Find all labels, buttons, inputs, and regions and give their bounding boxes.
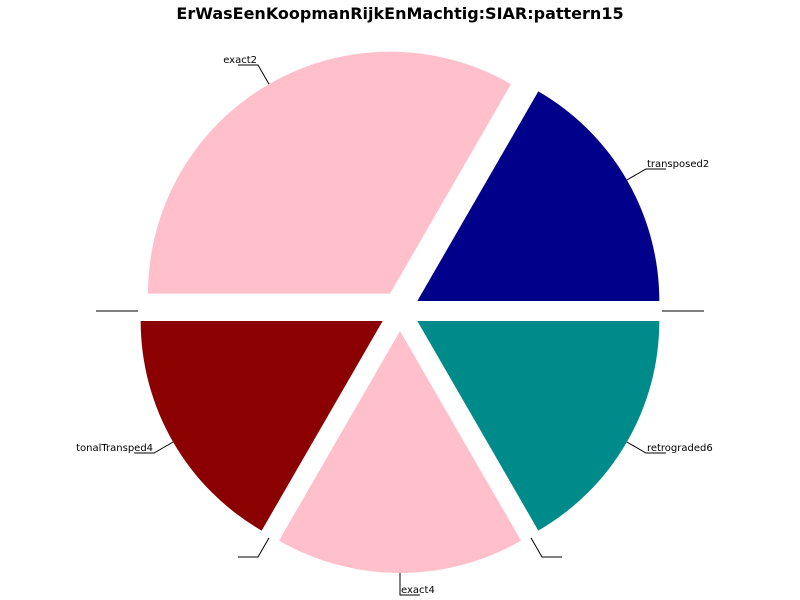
pie-labels: transposed2 exact2 tonalTransped4 exact4 ret… <box>76 55 713 596</box>
pie-leader-transposed2 <box>626 168 666 181</box>
pie-label-tonaltransped4: tonalTransped4 <box>76 443 153 454</box>
pie-slice-tonaltransped4 <box>140 321 383 531</box>
pie-leader-exact2 <box>238 64 270 85</box>
pie-label-exact4: exact4 <box>401 585 435 596</box>
pie-slice-transposed2 <box>417 91 660 302</box>
pie-slice-exact4 <box>279 331 521 573</box>
pie-leader-empty-6 <box>530 537 562 558</box>
pie-label-retrograded6: retrograded6 <box>647 443 713 454</box>
pie-label-transposed2: transposed2 <box>647 159 709 170</box>
pie-leader-exact4 <box>399 573 420 596</box>
pie-slice-retrograded6 <box>417 321 660 531</box>
pie-leader-tonaltransped4 <box>134 441 174 454</box>
pie-slice-exact2 <box>148 51 511 294</box>
pie-label-exact2: exact2 <box>223 55 257 66</box>
pie-slices <box>140 51 660 573</box>
chart-title: ErWasEenKoopmanRijkEnMachtig:SIAR:patter… <box>176 4 623 23</box>
pie-leader-empty-4 <box>238 537 270 558</box>
pie-leader-retrograded6 <box>626 441 666 454</box>
